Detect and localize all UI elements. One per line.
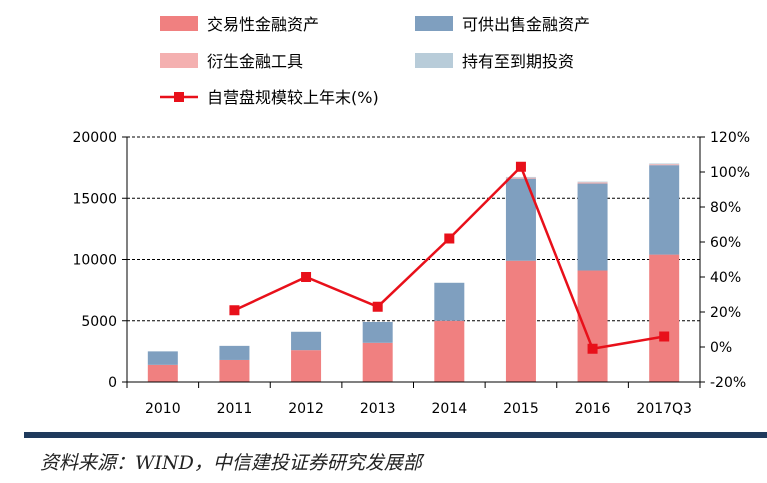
x-tick-label: 2017Q3 bbox=[636, 401, 692, 417]
bar-segment bbox=[577, 183, 608, 271]
legend-swatch bbox=[415, 53, 453, 68]
line-point bbox=[372, 301, 383, 312]
bar-segment bbox=[219, 345, 250, 360]
y-right-tick-label: 80% bbox=[710, 200, 741, 216]
axes: 0 5000 10000 15000 20000 -20% 0% 20% 40% 60% 80% 10… bbox=[72, 130, 750, 417]
x-tick-label: 2015 bbox=[503, 401, 539, 417]
legend-label: 自营盘规模较上年末(%) bbox=[207, 88, 379, 107]
y-right-tick-label: 20% bbox=[710, 305, 741, 321]
bar-segment bbox=[147, 364, 178, 382]
bar-segment bbox=[147, 351, 178, 365]
y-right-tick-label: 40% bbox=[710, 270, 741, 286]
divider-rule bbox=[24, 432, 767, 438]
y-left-tick-label: 10000 bbox=[72, 253, 117, 269]
legend-line-marker bbox=[174, 92, 184, 102]
bar-segment bbox=[649, 164, 680, 166]
legend-swatch bbox=[415, 16, 453, 31]
y-right-tick-label: 60% bbox=[710, 235, 741, 251]
bar-segment bbox=[291, 331, 322, 351]
bar-segment bbox=[505, 176, 536, 178]
y-left-tick-label: 15000 bbox=[72, 191, 117, 207]
bar-segment bbox=[219, 359, 250, 382]
bar-segment bbox=[577, 182, 608, 184]
legend-swatch bbox=[160, 53, 198, 68]
bar-segment bbox=[649, 165, 680, 255]
bar-segment bbox=[505, 177, 536, 179]
bar-segment bbox=[649, 163, 680, 165]
grid bbox=[127, 136, 700, 322]
x-tick-label: 2011 bbox=[217, 401, 253, 417]
line-point bbox=[444, 233, 455, 244]
line-point bbox=[515, 161, 526, 172]
legend-label: 交易性金融资产 bbox=[207, 15, 319, 34]
y-right-tick-label: 120% bbox=[710, 130, 750, 146]
line-point bbox=[229, 305, 240, 316]
source-note: 资料来源：WIND，中信建投证券研究发展部 bbox=[40, 452, 422, 474]
y-right-tick-label: 100% bbox=[710, 165, 750, 181]
line-point bbox=[301, 272, 312, 282]
bars bbox=[147, 163, 680, 382]
line-point bbox=[659, 331, 670, 342]
line-series bbox=[229, 161, 670, 354]
bar-segment bbox=[577, 270, 608, 382]
bar-segment bbox=[362, 321, 393, 343]
bar-segment bbox=[649, 254, 680, 382]
x-tick-label: 2014 bbox=[431, 401, 467, 417]
bar-segment bbox=[434, 320, 465, 382]
bar-segment bbox=[362, 342, 393, 382]
x-tick-label: 2010 bbox=[145, 401, 181, 417]
y-left-tick-label: 0 bbox=[108, 375, 117, 391]
legend-swatch bbox=[160, 16, 198, 31]
legend-label: 持有至到期投资 bbox=[462, 52, 574, 71]
y-right-tick-label: 0% bbox=[710, 340, 732, 356]
bar-segment bbox=[291, 350, 322, 382]
bar-segment bbox=[505, 260, 536, 382]
line-point bbox=[587, 343, 598, 354]
x-tick-label: 2013 bbox=[360, 401, 396, 417]
bar-segment bbox=[434, 282, 465, 321]
x-tick-label: 2012 bbox=[288, 401, 324, 417]
legend-label: 衍生金融工具 bbox=[207, 52, 303, 71]
y-right-tick-label: -20% bbox=[710, 375, 746, 391]
y-left-tick-label: 5000 bbox=[81, 314, 117, 330]
legend-label: 可供出售金融资产 bbox=[462, 15, 590, 34]
bar-segment bbox=[577, 181, 608, 183]
y-left-tick-label: 20000 bbox=[72, 130, 117, 146]
x-tick-label: 2016 bbox=[575, 401, 611, 417]
